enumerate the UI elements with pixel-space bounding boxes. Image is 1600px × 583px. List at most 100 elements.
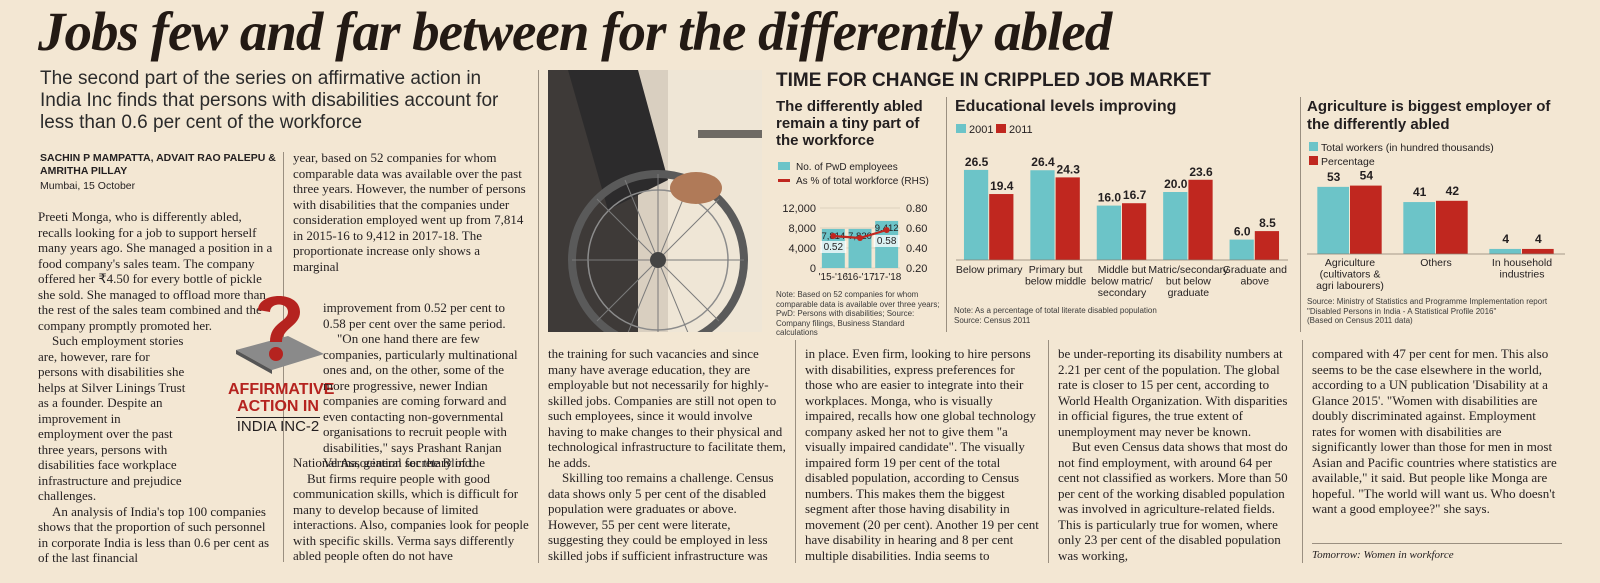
bar-value-label: 4 xyxy=(1502,232,1509,246)
paragraph: be under-reporting its disability number… xyxy=(1058,346,1288,439)
article-column-5: be under-reporting its disability number… xyxy=(1058,346,1294,563)
legend-swatch-percentage xyxy=(1309,156,1318,165)
chart-3-title: Agriculture is biggest employer of the d… xyxy=(1307,98,1551,133)
paragraph: year, based on 52 companies for whom com… xyxy=(293,150,526,274)
bar-2011 xyxy=(1122,203,1147,260)
chart-3: Total workers (in hundred thousands) Perc… xyxy=(1307,142,1565,292)
paragraph: National Association for the Blind. xyxy=(293,455,475,470)
note-line: Note: Based on 52 companies for whom xyxy=(776,290,919,299)
bar-value-label: 16.0 xyxy=(1098,191,1122,205)
chart-2: 2001 2011 26.519.4 Below primary 26.424.3 Pri… xyxy=(956,124,1288,299)
paragraph: in place. Even firm, looking to hire per… xyxy=(805,346,1039,563)
article-column-4: in place. Even firm, looking to hire per… xyxy=(805,346,1041,563)
x-tick-label: below middle xyxy=(1025,276,1086,288)
article-column-2a: year, based on 52 companies for whom com… xyxy=(293,150,529,274)
article-column-2b: improvement from 0.52 per cent to 0.58 p… xyxy=(323,300,529,471)
bar-percentage xyxy=(1522,248,1554,254)
column-rule xyxy=(795,340,796,563)
chart-3-notes: Source: Ministry of Statistics and Progr… xyxy=(1307,297,1567,326)
bar-value-label: 26.5 xyxy=(965,155,989,169)
bar-value-label: 23.6 xyxy=(1189,165,1213,179)
badge-line-1: AFFIRMATIVE xyxy=(228,381,335,398)
bar-value-label: 41 xyxy=(1413,185,1427,199)
bar-workers xyxy=(1489,248,1521,254)
x-tick-label: above xyxy=(1240,276,1269,288)
x-tick-label: '15-'16 xyxy=(819,272,849,283)
bar-2001 xyxy=(1096,205,1121,260)
badge-line-3: INDIA INC-2 xyxy=(236,417,320,435)
bar-value-label: 54 xyxy=(1360,169,1374,183)
x-tick-label: but below xyxy=(1166,276,1211,288)
dateline: Mumbai, 15 October xyxy=(40,180,136,192)
legend-swatch-teal xyxy=(778,162,790,170)
x-tick-label: graduate xyxy=(1168,287,1210,299)
bar-value-label: 24.3 xyxy=(1057,162,1081,176)
bar-2001 xyxy=(963,169,989,260)
chart-1: No. of PwD employees As % of total workfo… xyxy=(778,162,929,283)
column-rule xyxy=(1048,340,1049,563)
article-column-2c: National Association for the Blind. But … xyxy=(293,455,529,564)
y2-tick-label: 0.80 xyxy=(906,203,927,215)
line-point xyxy=(883,227,890,233)
x-tick-label: Middle but xyxy=(1098,264,1147,276)
bar-2011 xyxy=(1254,231,1280,260)
x-tick-label: Graduate and xyxy=(1223,264,1287,276)
headline: Jobs few and far between for the differe… xyxy=(38,1,1112,62)
note-line: Source: Census 2011 xyxy=(954,315,1031,325)
legend-label: Percentage xyxy=(1321,156,1375,168)
bar-workers xyxy=(1403,202,1435,254)
wheelchair-photo xyxy=(548,70,762,332)
paragraph: the training for such vacancies and sinc… xyxy=(548,346,786,470)
tomorrow-teaser: Tomorrow: Women in workforce xyxy=(1312,549,1454,561)
bar-value-label: 16.7 xyxy=(1123,188,1147,202)
note-line: (Based on Census 2011 data) xyxy=(1307,316,1413,325)
x-tick-label: Agriculture xyxy=(1325,257,1375,269)
article-column-3: the training for such vacancies and sinc… xyxy=(548,346,786,563)
paragraph: Skilling too remains a challenge. Census… xyxy=(548,470,774,563)
paragraph: "On one hand there are few companies, pa… xyxy=(323,331,518,470)
bar-value-label: 4 xyxy=(1535,232,1542,246)
note-line: "Disabled Persons in India - A Statistic… xyxy=(1307,306,1497,316)
chart-2-notes: Note: As a percentage of total literate … xyxy=(954,306,1294,325)
y-tick-label: 8,000 xyxy=(788,223,816,235)
bar-workers xyxy=(1317,186,1349,254)
x-tick-label: In household xyxy=(1492,257,1552,269)
paragraph: improvement from 0.52 per cent to 0.58 p… xyxy=(323,300,506,331)
bar-value-label: 19.4 xyxy=(990,179,1014,193)
x-tick-label: Below primary xyxy=(956,264,1023,276)
x-tick-label: (cultivators & xyxy=(1320,269,1381,281)
bar-2001 xyxy=(1030,170,1055,260)
paragraph: Preeti Monga, who is differently abled, … xyxy=(38,209,273,333)
legend-swatch-red xyxy=(778,179,790,182)
note-line: comparable data is available over three … xyxy=(776,299,940,309)
line-point xyxy=(857,235,863,241)
note-line: Company filings, Business Standard calcu… xyxy=(776,318,905,338)
bar-value-label: 26.4 xyxy=(1031,155,1055,169)
note-line: Note: As a percentage of total literate … xyxy=(954,306,1157,315)
legend-swatch-workers xyxy=(1309,142,1318,151)
bar-value-label: 8.5 xyxy=(1259,216,1276,230)
note-line: PwD: Persons with disabilities; Source: xyxy=(776,309,915,318)
line-label-bg xyxy=(873,235,900,247)
legend-label: No. of PwD employees xyxy=(796,162,898,173)
note-line: Source: Ministry of Statistics and Progr… xyxy=(1307,297,1548,306)
bar-pwd-employees xyxy=(848,228,872,268)
bar-2001 xyxy=(1229,239,1254,260)
bar-2011 xyxy=(1188,179,1213,260)
bar-value-label: 42 xyxy=(1446,184,1460,198)
y-tick-label: 4,000 xyxy=(788,243,816,255)
x-tick-label: Matric/secondary xyxy=(1148,264,1229,276)
paragraph: But firms require people with good commu… xyxy=(293,470,529,564)
y-tick-label: 0 xyxy=(810,263,816,275)
chart-1-notes: Note: Based on 52 companies for whom com… xyxy=(776,290,946,338)
x-tick-label: Others xyxy=(1420,257,1452,269)
y2-tick-label: 0.60 xyxy=(906,223,927,235)
chart-1-title: The differently abled remain a tiny part… xyxy=(776,98,923,149)
line-point xyxy=(830,233,837,239)
x-tick-label: Primary but xyxy=(1029,264,1083,276)
question-mark-icon xyxy=(236,296,324,374)
bar-2011 xyxy=(1055,177,1080,260)
bar-2011 xyxy=(989,194,1014,260)
x-tick-label: agri labourers) xyxy=(1316,280,1384,292)
bar-percentage xyxy=(1350,185,1382,254)
